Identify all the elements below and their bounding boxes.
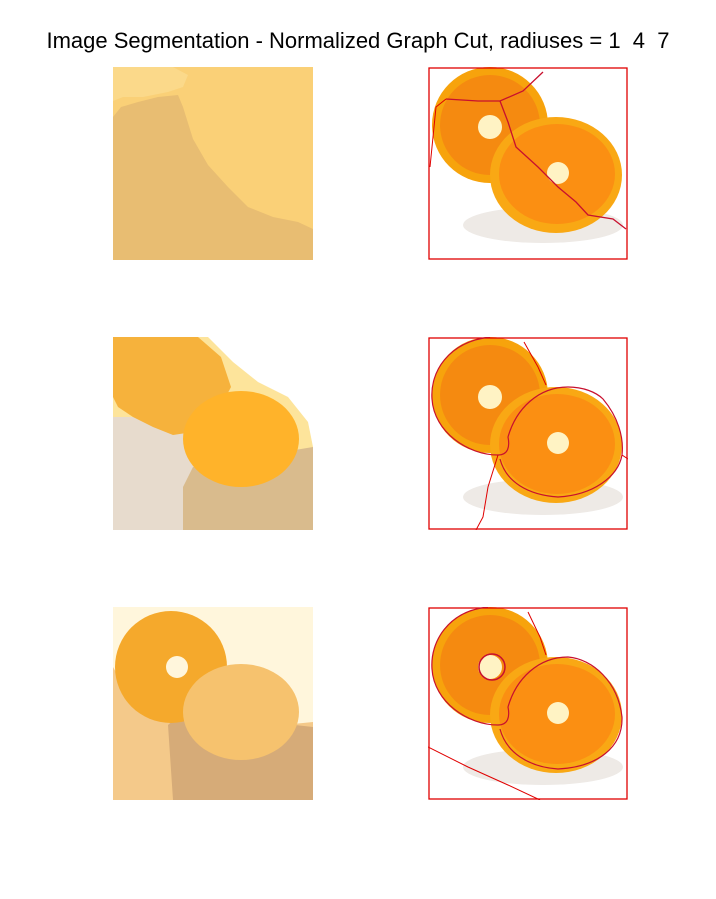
orange-photo-overlay-radius-4 (428, 337, 628, 530)
segment-map-radius-7 (113, 607, 313, 800)
segment-region (113, 67, 188, 101)
segment-region (113, 95, 313, 260)
segment-map-radius-1-image (113, 67, 313, 260)
orange-photo-overlay-radius-7 (428, 607, 628, 800)
overlay-radius-7 (428, 607, 628, 800)
segment-map-radius-7-image (113, 607, 313, 800)
figure-title: Image Segmentation - Normalized Graph Cu… (46, 28, 670, 53)
orange-photo-overlay-radius-1 (428, 67, 628, 260)
segment-map-radius-1 (113, 67, 313, 260)
segment-map-radius-4 (113, 337, 313, 530)
segment-map-radius-4-image (113, 337, 313, 530)
overlay-radius-4 (428, 337, 628, 530)
overlay-radius-1 (428, 67, 628, 260)
